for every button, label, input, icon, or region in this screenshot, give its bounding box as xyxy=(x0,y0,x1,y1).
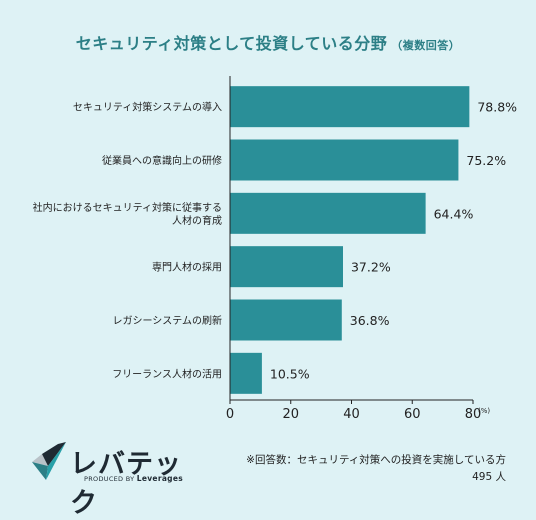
bar-6 xyxy=(230,352,262,394)
x-tick-label-1: 0 xyxy=(226,407,234,422)
respondent-note-line2: 495 人 xyxy=(472,471,506,483)
category-label-3-line-1: 社内におけるセキュリティ対策に従事する xyxy=(33,201,222,214)
x-axis: 0 20 40 60 80(%) xyxy=(226,76,490,422)
bar-3 xyxy=(230,192,426,234)
x-tick-label-2: 20 xyxy=(282,407,299,422)
category-label-1: セキュリティ対策システムの導入 xyxy=(73,101,222,114)
x-tick-label-4: 60 xyxy=(404,407,421,422)
bar-chart: セキュリティ対策システムの導入従業員への意識向上の研修社内におけるセキュリティ対… xyxy=(33,76,517,422)
category-label-5: レガシーシステムの刷新 xyxy=(113,314,223,327)
category-label-2: 従業員への意識向上の研修 xyxy=(102,154,222,167)
bar-5 xyxy=(230,299,342,341)
value-label-5: 36.8% xyxy=(350,313,390,328)
value-label-3: 64.4% xyxy=(434,206,474,221)
respondent-note: ※回答数：セキュリティ対策への投資を実施している方 495 人 xyxy=(246,452,506,486)
category-labels-group: セキュリティ対策システムの導入従業員への意識向上の研修社内におけるセキュリティ対… xyxy=(33,101,222,381)
respondent-note-line1: ※回答数：セキュリティ対策への投資を実施している方 xyxy=(246,454,506,466)
x-tick-label-5: 80 xyxy=(465,407,482,422)
value-label-1: 78.8% xyxy=(477,100,517,115)
logo-tagline-brand: Leverages xyxy=(136,474,184,483)
bar-1 xyxy=(230,86,470,128)
value-label-6: 10.5% xyxy=(270,366,310,381)
chart-title: セキュリティ対策として投資している分野 （複数回答） xyxy=(0,30,536,54)
x-axis-unit: (%) xyxy=(478,407,490,415)
bar-4 xyxy=(230,246,343,288)
logo-check-icon xyxy=(32,442,66,480)
x-tick-label-3: 40 xyxy=(343,407,360,422)
bars-group xyxy=(230,86,470,394)
chart-title-main: セキュリティ対策として投資している分野 xyxy=(75,34,388,53)
category-label-6: フリーランス人材の活用 xyxy=(112,367,222,380)
chart-title-sub: （複数回答） xyxy=(391,39,461,52)
category-label-4: 専門人材の採用 xyxy=(152,261,222,274)
leverages-logo: レバテック PRODUCED BY Leverages xyxy=(28,440,208,519)
value-label-4: 37.2% xyxy=(351,260,391,275)
bar-2 xyxy=(230,139,459,181)
category-label-3-line-2: 人材の育成 xyxy=(172,214,222,227)
logo-tagline-prefix: PRODUCED BY xyxy=(84,475,135,483)
logo-tagline: PRODUCED BY Leverages xyxy=(84,474,183,483)
value-labels-group: 78.8% 75.2% 64.4% 37.2% 36.8% 10.5% xyxy=(270,100,517,382)
value-label-2: 75.2% xyxy=(466,153,506,168)
